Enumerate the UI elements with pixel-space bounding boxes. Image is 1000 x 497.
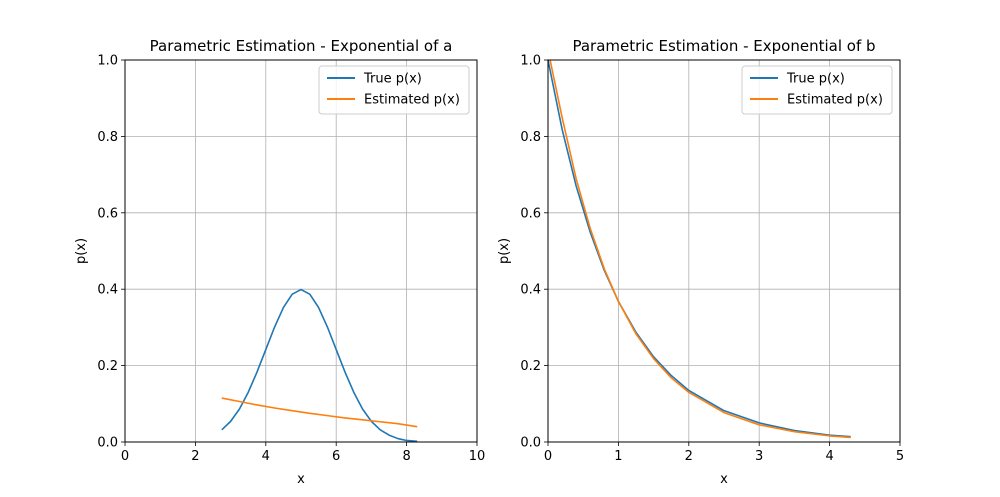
- chart-right-plot-frame: [547, 59, 901, 443]
- chart-left-series: [221, 288, 418, 443]
- chart-right-x-tick-label: 1: [614, 449, 622, 464]
- chart-left-x-tick-label: 8: [402, 449, 410, 464]
- chart-left-y-tick-label: 0.4: [97, 283, 118, 298]
- chart-left-series-estimated-line: [221, 397, 418, 428]
- chart-left-legend-box: [318, 65, 470, 115]
- chart-right-y-axis-label: p(x): [497, 238, 512, 264]
- chart-left-y-tick-label: 1.0: [97, 54, 118, 69]
- chart-right-legend: True p(x) Estimated p(x): [741, 65, 893, 115]
- chart-right-title: Parametric Estimation - Exponential of b: [572, 37, 875, 55]
- chart-right-ticks: 0 1 2 3 4 5 0.0 0.2 0.4 0.6 0.8 1.0: [520, 54, 904, 465]
- chart-right-y-tick-label: 0.4: [520, 283, 541, 298]
- chart-right-legend-label-estimated: Estimated p(x): [787, 93, 883, 108]
- chart-left-x-tick-label: 10: [469, 449, 486, 464]
- chart-right-y-tick-label: 0.2: [520, 359, 541, 374]
- chart-left-plot-frame: [124, 59, 478, 443]
- chart-right: 0 1 2 3 4 5 0.0 0.2 0.4 0.6 0.8 1.0 Parametric Esti…: [497, 37, 904, 487]
- chart-right-series-estimated-line: [549, 59, 851, 439]
- chart-right-x-tick-label: 5: [896, 449, 904, 464]
- chart-left-x-tick-label: 0: [121, 449, 129, 464]
- chart-right-x-tick-label: 0: [544, 449, 552, 464]
- chart-right-y-tick-label: 1.0: [520, 54, 541, 69]
- chart-left-grid: [124, 59, 478, 443]
- chart-left-x-tick-label: 4: [262, 449, 270, 464]
- chart-left-y-tick-label: 0.6: [97, 206, 118, 221]
- chart-left-legend: True p(x) Estimated p(x): [318, 65, 470, 115]
- chart-right-y-tick-label: 0.8: [520, 130, 541, 145]
- chart-left-legend-label-estimated: Estimated p(x): [364, 93, 460, 108]
- chart-right-y-tick-label: 0.6: [520, 206, 541, 221]
- chart-right-x-axis-label: x: [720, 472, 728, 487]
- chart-left-x-axis-label: x: [297, 472, 305, 487]
- chart-left-x-tick-label: 6: [332, 449, 340, 464]
- chart-right-series-true-line: [547, 59, 851, 438]
- chart-right-x-tick-label: 2: [685, 449, 693, 464]
- chart-left: 0 2 4 6 8 10 0.0 0.2 0.4 0.6 0.8 1.0 Parametric Est…: [74, 37, 485, 487]
- chart-right-x-tick-label: 4: [825, 449, 833, 464]
- chart-right-legend-label-true: True p(x): [786, 72, 845, 87]
- chart-left-y-tick-label: 0.8: [97, 130, 118, 145]
- chart-right-y-tick-label: 0.0: [520, 436, 541, 451]
- chart-right-x-tick-label: 3: [755, 449, 763, 464]
- chart-left-y-tick-label: 0.2: [97, 359, 118, 374]
- chart-left-x-tick-label: 2: [191, 449, 199, 464]
- chart-left-title: Parametric Estimation - Exponential of a: [150, 37, 453, 55]
- chart-right-legend-box: [741, 65, 893, 115]
- chart-left-ticks: 0 2 4 6 8 10 0.0 0.2 0.4 0.6 0.8 1.0: [97, 54, 485, 465]
- chart-right-series: [547, 59, 851, 439]
- chart-left-series-true-line: [221, 288, 418, 443]
- chart-left-y-axis-label: p(x): [74, 238, 89, 264]
- chart-left-legend-label-true: True p(x): [363, 72, 422, 87]
- chart-left-y-tick-label: 0.0: [97, 436, 118, 451]
